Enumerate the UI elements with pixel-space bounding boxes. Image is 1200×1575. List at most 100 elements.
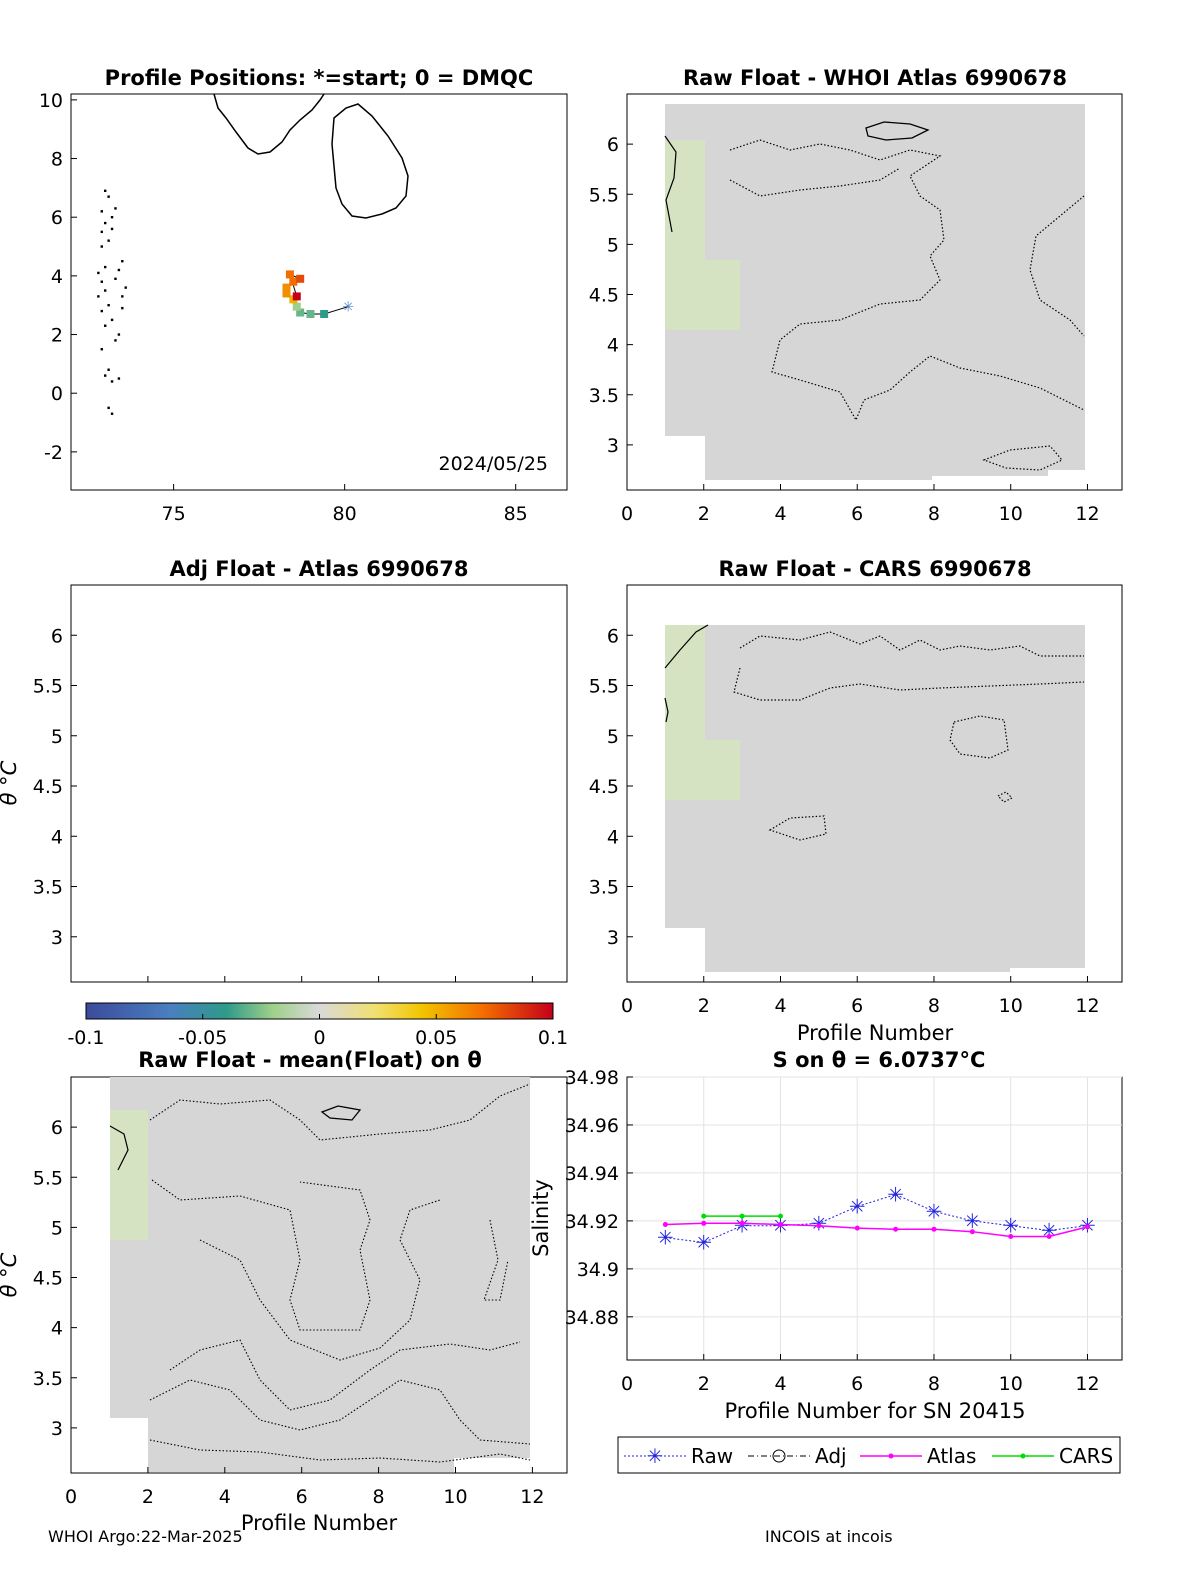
- climatology-point: [110, 412, 114, 415]
- salinity-axes: [626, 1076, 1123, 1361]
- raw-atlas-x-tick-label: 0: [621, 503, 633, 525]
- climatology-points: [97, 189, 127, 415]
- climatology-point: [110, 216, 114, 219]
- salinity-atlas-point: [1084, 1224, 1090, 1230]
- raw-cars-contour-dotted-3: [949, 715, 1009, 759]
- raw-cars-green-patch: [665, 625, 740, 800]
- legend-cars-marker: [1020, 1453, 1026, 1459]
- track-start-marker: ✳: [342, 300, 354, 316]
- raw-atlas-y-tick-label: 3: [607, 435, 619, 457]
- positions-y-tick-label: -2: [44, 442, 63, 464]
- climatology-point: [104, 221, 107, 225]
- climatology-point: [100, 309, 103, 313]
- raw-mean-y-ticks: 6 5.5 5 4.5 4 3.5 3: [33, 1117, 77, 1440]
- raw-atlas-y-tick-label: 6: [607, 134, 619, 156]
- raw-cars-contour-solid-2: [664, 697, 669, 723]
- adj-atlas-y-tick-label: 3.5: [33, 877, 63, 899]
- salinity-x-tick-label: 0: [621, 1373, 633, 1395]
- raw-atlas-y-tick-label: 3.5: [589, 385, 619, 407]
- salinity-atlas-point: [739, 1220, 745, 1226]
- climatology-point: [97, 271, 100, 275]
- colorbar-tick-label: 0.05: [415, 1027, 457, 1049]
- raw-mean-x-tick-label: 4: [219, 1486, 231, 1508]
- salinity-atlas-point: [969, 1229, 975, 1235]
- raw-mean-title: Raw Float - mean(Float) on θ: [138, 1048, 482, 1072]
- salinity-raw-point: ✳: [1002, 1214, 1019, 1238]
- salinity-raw-point: ✳: [657, 1226, 674, 1250]
- raw-mean-contour-dotted-3: [199, 1199, 441, 1361]
- track-marker: [292, 302, 301, 311]
- climatology-point: [100, 210, 103, 213]
- raw-atlas-contour-dotted-4: [729, 167, 901, 197]
- salinity-atlas-point: [1046, 1233, 1052, 1239]
- adj-atlas-ylabel: θ °C: [0, 760, 21, 805]
- colorbar-ticks: -0.1 -0.05 0 0.05 0.1: [67, 1014, 568, 1049]
- legend-box: [617, 1436, 1121, 1474]
- climatology-point: [100, 245, 103, 248]
- climatology-point: [100, 348, 103, 351]
- salinity-atlas-point: [854, 1225, 860, 1231]
- raw-cars-x-tick-label: 2: [698, 995, 710, 1017]
- raw-atlas-y-tick-label: 5: [607, 234, 619, 256]
- positions-x-tick-label: 75: [162, 503, 186, 525]
- raw-mean-contour-dotted-7: [149, 1439, 531, 1463]
- track-marker: [296, 274, 305, 283]
- raw-cars-contour-dotted-5: [996, 791, 1014, 803]
- raw-mean-y-tick-label: 4: [51, 1318, 63, 1340]
- raw-atlas-x-tick-label: 2: [698, 503, 710, 525]
- salinity-series-atlas-line: [665, 1222, 1088, 1238]
- track-marker: [292, 292, 301, 301]
- salinity-legend: ✳ Raw Adj Atlas CARS: [617, 1436, 1121, 1474]
- positions-y-tick-label: 2: [51, 325, 63, 347]
- adj-atlas-x-ticks: [147, 976, 533, 982]
- raw-mean-x-tick-label: 6: [296, 1486, 308, 1508]
- raw-mean-contour-solid: [320, 1105, 362, 1121]
- positions-title: Profile Positions: *=start; 0 = DMQC: [105, 66, 534, 90]
- raw-cars-contour-dotted-2: [733, 667, 1085, 701]
- raw-mean-x-tick-label: 10: [443, 1486, 467, 1508]
- raw-atlas-x-tick-label: 4: [774, 503, 786, 525]
- salinity-atlas-point: [931, 1226, 937, 1232]
- raw-mean-y-tick-label: 3.5: [33, 1368, 63, 1390]
- track-marker: [296, 308, 305, 317]
- salinity-xlabel: Profile Number for SN 20415: [724, 1399, 1025, 1423]
- colorbar-tick-label: -0.1: [67, 1027, 104, 1049]
- raw-atlas-title: Raw Float - WHOI Atlas 6990678: [683, 66, 1067, 90]
- climatology-point: [110, 318, 114, 322]
- raw-mean-x-tick-label: 2: [142, 1486, 154, 1508]
- positions-y-ticks: 10 8 6 4 2 0 -2: [39, 90, 77, 464]
- adj-atlas-title: Adj Float - Atlas 6990678: [169, 557, 468, 581]
- positions-axes: [70, 93, 568, 491]
- raw-cars-y-tick-label: 4.5: [589, 776, 619, 798]
- track-marker: [285, 270, 294, 279]
- salinity-x-tick-label: 12: [1075, 1373, 1099, 1395]
- colorbar: -0.1 -0.05 0 0.05 0.1: [67, 1002, 568, 1049]
- raw-mean-contour-dotted-4: [483, 1219, 509, 1301]
- colorbar-tick-label: -0.05: [178, 1027, 227, 1049]
- raw-atlas-contour-dotted-2: [1029, 195, 1085, 337]
- positions-y-tick-label: 4: [51, 266, 63, 288]
- salinity-y-tick-label: 34.92: [565, 1211, 619, 1233]
- salinity-raw-point: ✳: [964, 1209, 981, 1233]
- salinity-x-ticks: 0 2 4 6 8 10 12: [621, 1354, 1100, 1395]
- panel-raw-cars: Raw Float - CARS 6990678 Profile Number …: [589, 557, 1123, 1045]
- raw-mean-contour-left: [109, 1125, 129, 1171]
- float-track-markers: ✳: [282, 270, 354, 318]
- salinity-y-tick-label: 34.94: [565, 1163, 619, 1185]
- climatology-point: [107, 239, 110, 242]
- salinity-cars-point: [739, 1213, 745, 1219]
- climatology-point: [117, 333, 121, 336]
- footer-left: WHOI Argo:22-Mar-2025: [48, 1527, 243, 1546]
- salinity-y-tick-label: 34.88: [565, 1307, 619, 1329]
- salinity-title: S on θ = 6.0737°C: [773, 1048, 986, 1072]
- colorbar-tick-label: 0: [313, 1027, 325, 1049]
- salinity-x-tick-label: 4: [774, 1373, 786, 1395]
- raw-cars-y-tick-label: 6: [607, 625, 619, 647]
- panel-raw-atlas: Raw Float - WHOI Atlas 6990678 0 2 4 6 8 10 12…: [589, 66, 1123, 525]
- salinity-atlas-point: [893, 1226, 899, 1232]
- climatology-point: [107, 406, 110, 410]
- salinity-atlas-point: [1008, 1233, 1014, 1239]
- track-marker: [306, 310, 315, 318]
- climatology-point: [100, 280, 103, 283]
